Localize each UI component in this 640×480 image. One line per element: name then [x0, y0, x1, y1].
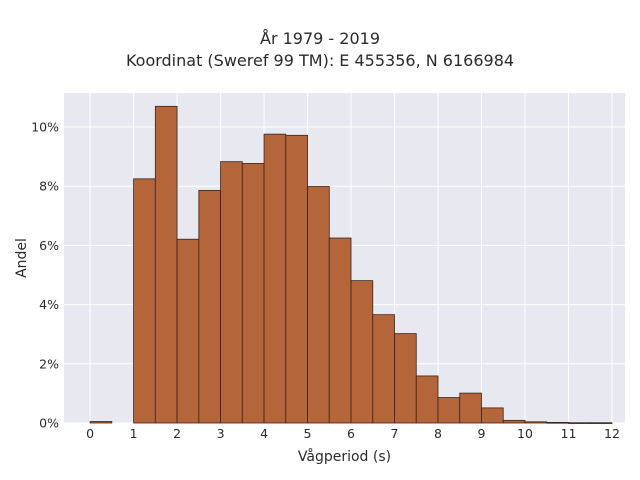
- histogram-bar: [241, 163, 265, 424]
- y-tick-label: 8%: [39, 179, 59, 194]
- x-tick-label: 2: [173, 426, 181, 441]
- histogram-bar: [459, 392, 482, 424]
- histogram-bar: [198, 189, 221, 424]
- histogram-bar: [589, 422, 613, 424]
- x-tick-label: 5: [304, 426, 312, 441]
- histogram-bar: [502, 419, 526, 424]
- y-tick-label: 0%: [39, 416, 59, 431]
- histogram-bar: [263, 133, 287, 424]
- histogram-bar: [350, 280, 374, 424]
- x-tick-label: 11: [561, 426, 577, 441]
- x-tick-label: 0: [86, 426, 94, 441]
- x-tick-labels: 0 1 2 3 4 5 6 7 8 9 10 11 12: [86, 426, 620, 441]
- x-tick-label: 3: [217, 426, 225, 441]
- x-tick-label: 6: [347, 426, 355, 441]
- y-tick-label: 10%: [31, 120, 59, 135]
- x-tick-label: 4: [260, 426, 268, 441]
- histogram-bar: [568, 422, 591, 424]
- histogram-bar: [133, 178, 156, 424]
- histogram-bar: [89, 421, 113, 424]
- histogram-bar: [481, 407, 504, 424]
- histogram-bar: [524, 421, 548, 424]
- histogram-bar: [154, 105, 178, 424]
- y-tick-label: 6%: [39, 238, 59, 253]
- bars: [89, 105, 613, 424]
- x-tick-label: 9: [478, 426, 486, 441]
- x-tick-label: 12: [604, 426, 620, 441]
- y-tick-label: 2%: [39, 356, 59, 371]
- histogram-bar: [285, 134, 308, 424]
- histogram-bar: [307, 186, 330, 424]
- histogram-bar: [546, 422, 569, 424]
- x-tick-label: 10: [517, 426, 533, 441]
- y-tick-labels: 0% 2% 4% 6% 8% 10%: [31, 120, 59, 431]
- chart-title-line2: Koordinat (Sweref 99 TM): E 455356, N 61…: [125, 51, 515, 70]
- x-tick-label: 7: [391, 426, 399, 441]
- histogram-bar: [176, 238, 200, 424]
- y-tick-label: 4%: [39, 297, 59, 312]
- histogram-bar: [328, 237, 352, 424]
- histogram-bar: [220, 161, 243, 424]
- histogram-bar: [372, 314, 395, 424]
- x-tick-label: 8: [434, 426, 442, 441]
- histogram-bar: [394, 333, 417, 424]
- y-axis-label: Andel: [14, 238, 30, 278]
- x-axis-label: Vågperiod (s): [298, 448, 391, 465]
- chart-title-line1: År 1979 - 2019: [260, 29, 380, 48]
- x-tick-label: 1: [130, 426, 138, 441]
- histogram-bar: [437, 397, 461, 424]
- histogram-bar: [415, 375, 439, 424]
